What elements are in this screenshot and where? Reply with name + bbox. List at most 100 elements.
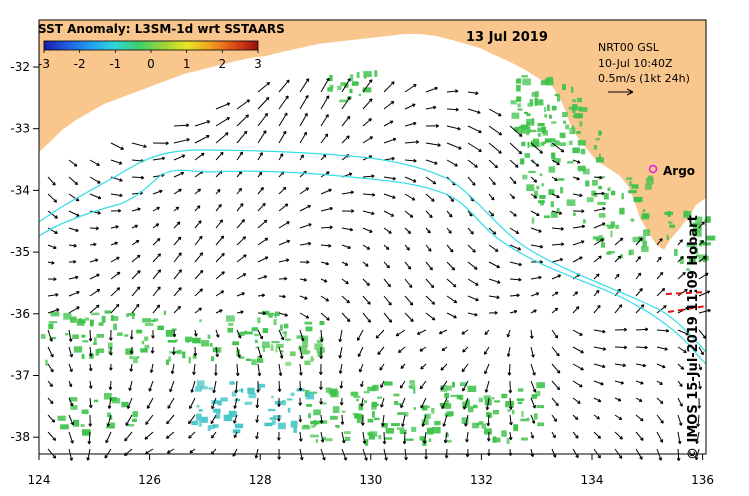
current-arrow [194, 188, 201, 195]
current-arrow [215, 346, 220, 358]
current-arrow [68, 243, 77, 248]
anomaly-patch [132, 418, 137, 422]
anomaly-patch [444, 392, 449, 399]
anomaly-patch [84, 317, 89, 321]
current-arrow [362, 431, 367, 444]
current-arrow [488, 210, 495, 217]
anomaly-patch [606, 251, 612, 255]
current-arrow [362, 295, 371, 305]
anomaly-patch [57, 415, 66, 421]
current-arrow [509, 309, 518, 314]
current-arrow [358, 363, 364, 373]
current-arrow [404, 244, 410, 251]
anomaly-patch [325, 438, 333, 442]
anomaly-patch [220, 397, 228, 402]
anomaly-patch [354, 82, 359, 85]
anomaly-patch [535, 390, 541, 397]
current-arrow [320, 448, 326, 461]
current-arrow [425, 142, 441, 147]
anomaly-patch [198, 409, 203, 412]
current-arrow [299, 187, 310, 195]
colorbar-gradient [43, 40, 259, 51]
current-arrow [593, 289, 600, 297]
current-arrow [192, 363, 196, 375]
anomaly-patch [251, 359, 257, 366]
current-arrow [194, 235, 203, 246]
anomaly-patch [592, 179, 598, 186]
anomaly-patch [519, 125, 526, 133]
current-arrow [441, 346, 448, 351]
current-arrow [656, 328, 670, 333]
current-arrow [383, 100, 395, 110]
current-arrow [484, 363, 490, 375]
current-arrow [509, 244, 522, 251]
current-arrow [614, 431, 623, 440]
anomaly-patch [330, 415, 338, 420]
current-arrow [416, 329, 427, 335]
anomaly-patch [595, 237, 605, 242]
anomaly-patch [282, 331, 287, 334]
current-arrow [278, 95, 289, 110]
anomaly-patch [363, 400, 367, 404]
current-arrow [400, 363, 406, 369]
current-arrow [362, 244, 371, 250]
anomaly-patch [552, 105, 557, 111]
anomaly-patch [576, 131, 581, 134]
current-arrow [509, 159, 519, 168]
current-arrow [446, 125, 461, 131]
current-arrow [109, 363, 113, 371]
anomaly-patch [95, 349, 100, 356]
anomaly-patch [445, 433, 449, 437]
current-arrow [215, 252, 225, 263]
current-arrow [110, 193, 123, 198]
anomaly-patch [398, 403, 402, 406]
current-arrow [698, 290, 711, 297]
anomaly-patch [72, 334, 79, 339]
current-arrow [593, 175, 603, 180]
current-arrow [440, 380, 448, 391]
anomaly-patch [598, 130, 601, 136]
current-arrow [150, 346, 155, 354]
anomaly-patch [642, 240, 647, 247]
anomaly-patch [237, 332, 245, 336]
anomaly-patch [560, 186, 564, 194]
current-arrow [593, 414, 600, 420]
anomaly-patch [276, 343, 284, 348]
current-arrow [215, 219, 223, 229]
anomaly-patch [571, 107, 576, 113]
current-arrow [215, 132, 229, 144]
current-arrow [425, 244, 432, 252]
current-arrow [152, 269, 162, 280]
anomaly-patch [40, 334, 46, 339]
current-arrow [318, 363, 323, 375]
current-arrow [551, 363, 561, 374]
current-arrow [194, 220, 202, 229]
anomaly-patches [40, 70, 716, 446]
anomaly-patch [534, 190, 539, 197]
current-arrow [236, 273, 247, 280]
anomaly-patch [201, 340, 210, 347]
current-arrow [88, 329, 93, 342]
current-arrow [464, 414, 469, 427]
current-arrow [173, 154, 186, 161]
anomaly-patch [554, 93, 560, 97]
anomaly-patch [478, 421, 484, 424]
current-arrow [383, 244, 390, 250]
anomaly-patch [668, 221, 673, 224]
anomaly-patch [271, 420, 276, 425]
anomaly-patch [644, 184, 652, 190]
argo-marker[interactable] [648, 164, 658, 174]
anomaly-patch [559, 142, 566, 146]
anomaly-patch [329, 84, 334, 89]
anomaly-patch [411, 426, 417, 432]
current-arrow [509, 414, 513, 426]
anomaly-patch [80, 424, 85, 427]
current-arrow [614, 397, 622, 402]
anomaly-patch [70, 316, 77, 323]
anomaly-patch [257, 317, 261, 324]
anomaly-patch [144, 336, 149, 341]
current-arrow [551, 176, 558, 181]
current-arrow [47, 261, 55, 265]
current-arrow [341, 295, 350, 304]
anomaly-patch [81, 409, 89, 415]
